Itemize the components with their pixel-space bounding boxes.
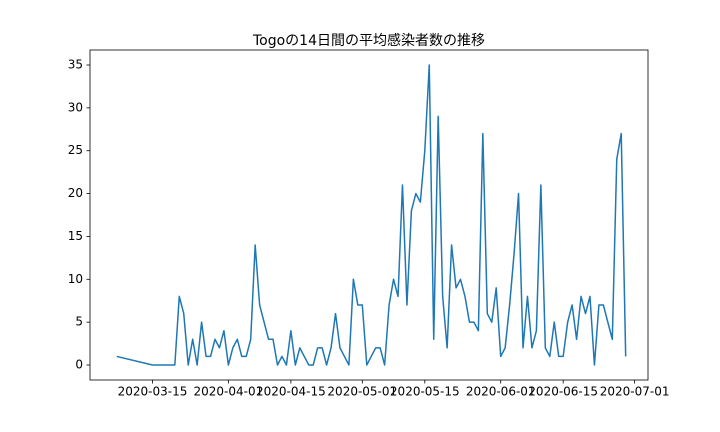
x-tick-label: 2020-04-01 <box>194 385 264 399</box>
y-tick-label: 35 <box>68 58 83 72</box>
y-tick-label: 10 <box>68 272 83 286</box>
x-tick-label: 2020-06-15 <box>528 385 598 399</box>
y-tick-label: 30 <box>68 100 83 114</box>
x-tick-label: 2020-05-01 <box>327 385 397 399</box>
y-tick-label: 0 <box>75 358 83 372</box>
x-tick-label: 2020-05-15 <box>390 385 460 399</box>
y-tick-label: 15 <box>68 229 83 243</box>
y-tick-label: 5 <box>75 315 83 329</box>
y-tick-label: 20 <box>68 186 83 200</box>
x-tick-label: 2020-03-15 <box>118 385 188 399</box>
data-line <box>116 64 627 366</box>
x-tick-label: 2020-04-15 <box>256 385 326 399</box>
plot-frame <box>89 49 649 381</box>
chart-title: Togoの14日間の平均感染者数の推移 <box>252 32 485 49</box>
y-tick-label: 25 <box>68 143 83 157</box>
x-tick-label: 2020-06-01 <box>466 385 536 399</box>
x-tick-label: 2020-07-01 <box>600 385 670 399</box>
